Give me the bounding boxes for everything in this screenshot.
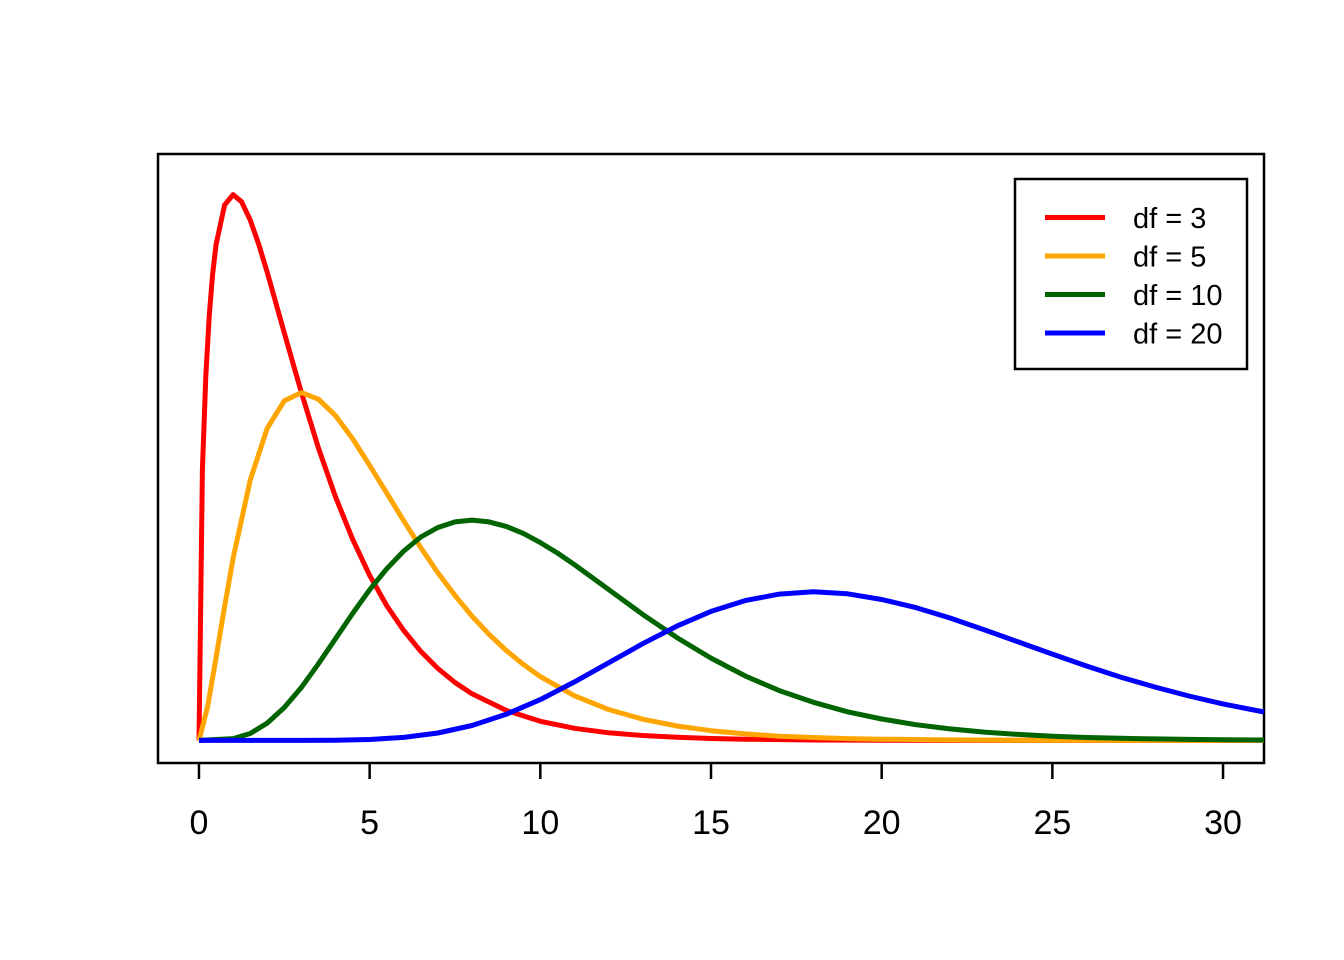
x-axis: 0 5 10 15 20 25 30 — [190, 764, 1242, 842]
series-line-df-20 — [199, 589, 1265, 743]
x-tick-label: 10 — [521, 804, 559, 842]
legend-label: df = 10 — [1133, 280, 1223, 312]
series-line-df-5 — [196, 390, 1264, 743]
legend-label: df = 5 — [1133, 242, 1206, 274]
legend: df = 3 df = 5 df = 10 df = 20 — [1013, 177, 1249, 371]
legend-label: df = 3 — [1133, 203, 1206, 235]
x-tick-label: 0 — [190, 804, 209, 842]
curves — [196, 192, 1265, 743]
x-tick-label: 25 — [1033, 804, 1071, 842]
plot-area — [156, 152, 1266, 765]
x-tick-label: 30 — [1204, 804, 1242, 842]
series-line-df-3 — [196, 192, 1264, 743]
series-line-df-10 — [198, 517, 1265, 743]
x-tick-label: 5 — [360, 804, 379, 842]
plot-border — [156, 152, 1266, 765]
legend-label: df = 20 — [1133, 319, 1223, 351]
x-tick-label: 15 — [692, 804, 730, 842]
x-tick-label: 20 — [863, 804, 901, 842]
legend-box — [1013, 177, 1249, 371]
